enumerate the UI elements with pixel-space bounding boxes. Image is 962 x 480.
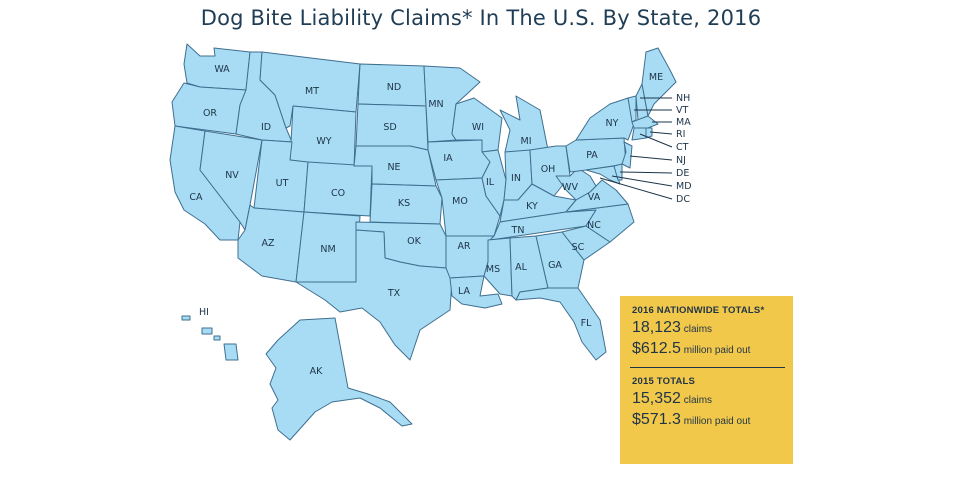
label-oh: OH [541, 164, 556, 175]
label-mo: MO [452, 196, 468, 207]
label-sc: SC [572, 242, 585, 253]
label-ct: CT [676, 142, 689, 153]
label-pa: PA [586, 150, 598, 161]
label-la: LA [458, 286, 471, 297]
label-fl: FL [581, 318, 592, 329]
state-de[interactable] [613, 163, 623, 181]
paid-2015-number: $571.3 [632, 411, 681, 428]
label-ak: AK [310, 366, 323, 377]
state-mt[interactable] [259, 51, 361, 129]
label-id: ID [261, 122, 271, 133]
label-co: CO [331, 188, 345, 199]
label-tx: TX [387, 288, 401, 299]
state-fl[interactable] [515, 287, 607, 361]
label-ca: CA [189, 192, 203, 203]
leader-ri [649, 131, 673, 135]
claims-2016-label: claims [683, 324, 713, 335]
label-in: IN [511, 173, 521, 184]
state-me[interactable] [641, 47, 677, 117]
leader-ct [639, 133, 673, 148]
label-mt: MT [305, 86, 319, 97]
leader-md [611, 175, 673, 187]
label-al: AL [515, 262, 527, 273]
label-hi: HI [199, 307, 209, 318]
claims-2015-label: claims [683, 395, 713, 406]
totals-2016-claims: 18,123 claims [632, 319, 783, 337]
label-or: OR [203, 108, 217, 119]
totals-2016-paid: $612.5 million paid out [632, 340, 783, 358]
totals-2016-header: 2016 NATIONWIDE TOTALS* [632, 305, 765, 316]
state-hi-island-2[interactable] [201, 327, 213, 335]
state-ks[interactable] [369, 183, 443, 225]
label-nm: NM [320, 244, 335, 255]
label-ar: AR [457, 241, 470, 252]
state-ma[interactable] [631, 115, 659, 129]
state-wv[interactable] [555, 167, 597, 201]
leader-de [619, 171, 673, 174]
claims-2015-number: 15,352 [632, 390, 681, 407]
label-ky: KY [526, 201, 538, 212]
label-sd: SD [383, 122, 396, 133]
state-mi[interactable] [499, 95, 549, 153]
label-md: MD [676, 181, 692, 192]
label-wv: WV [562, 182, 578, 193]
label-vt: VT [676, 105, 688, 116]
state-hi-island-1[interactable] [181, 315, 191, 321]
label-nj: NJ [676, 155, 686, 166]
state-nj[interactable] [621, 141, 633, 169]
state-ga[interactable] [535, 231, 585, 289]
state-tx[interactable] [295, 229, 453, 361]
state-ia[interactable] [427, 139, 491, 181]
label-mi: MI [521, 136, 532, 147]
leader-dc [599, 177, 673, 200]
label-ma: MA [676, 117, 691, 128]
label-nd: ND [387, 82, 401, 93]
label-ri: RI [676, 129, 685, 140]
label-nh: NH [676, 93, 690, 104]
state-ak[interactable] [265, 317, 413, 441]
label-nc: NC [587, 220, 601, 231]
label-ga: GA [548, 260, 562, 271]
paid-2016-number: $612.5 [632, 340, 681, 357]
paid-2016-label: million paid out [683, 345, 751, 356]
label-wa: WA [214, 64, 230, 75]
map-title: Dog Bite Liability Claims* In The U.S. B… [200, 6, 762, 30]
label-ne: NE [387, 162, 400, 173]
totals-2015-paid: $571.3 million paid out [632, 411, 783, 429]
totals-2015-claims: 15,352 claims [632, 390, 783, 408]
label-wi: WI [472, 122, 484, 133]
label-nv: NV [225, 170, 239, 181]
state-hi-island-4[interactable] [223, 343, 239, 361]
claims-2016-number: 18,123 [632, 319, 681, 336]
label-tn: TN [511, 225, 525, 236]
label-wy: WY [316, 136, 331, 147]
state-ri[interactable] [645, 127, 653, 139]
state-la[interactable] [449, 275, 503, 309]
label-me: ME [649, 72, 663, 83]
state-ct[interactable] [631, 127, 647, 141]
label-ut: UT [276, 178, 289, 189]
label-dc: DC [676, 194, 690, 205]
label-va: VA [588, 192, 601, 203]
label-ok: OK [407, 236, 421, 247]
label-ms: MS [486, 264, 500, 275]
label-il: IL [486, 177, 495, 188]
totals-2015-header: 2015 TOTALS [632, 376, 696, 387]
label-ia: IA [443, 153, 453, 164]
leader-nj [629, 155, 673, 161]
totals-panel: 2016 NATIONWIDE TOTALS* 18,123 claims $6… [620, 296, 793, 464]
label-az: AZ [261, 238, 274, 249]
state-hi-island-3[interactable] [213, 335, 221, 341]
state-il[interactable] [481, 149, 507, 217]
label-mn: MN [428, 99, 443, 110]
totals-divider [630, 367, 785, 368]
label-de: DE [676, 168, 689, 179]
label-ny: NY [606, 118, 619, 129]
paid-2015-label: million paid out [683, 416, 751, 427]
label-ks: KS [398, 198, 410, 209]
